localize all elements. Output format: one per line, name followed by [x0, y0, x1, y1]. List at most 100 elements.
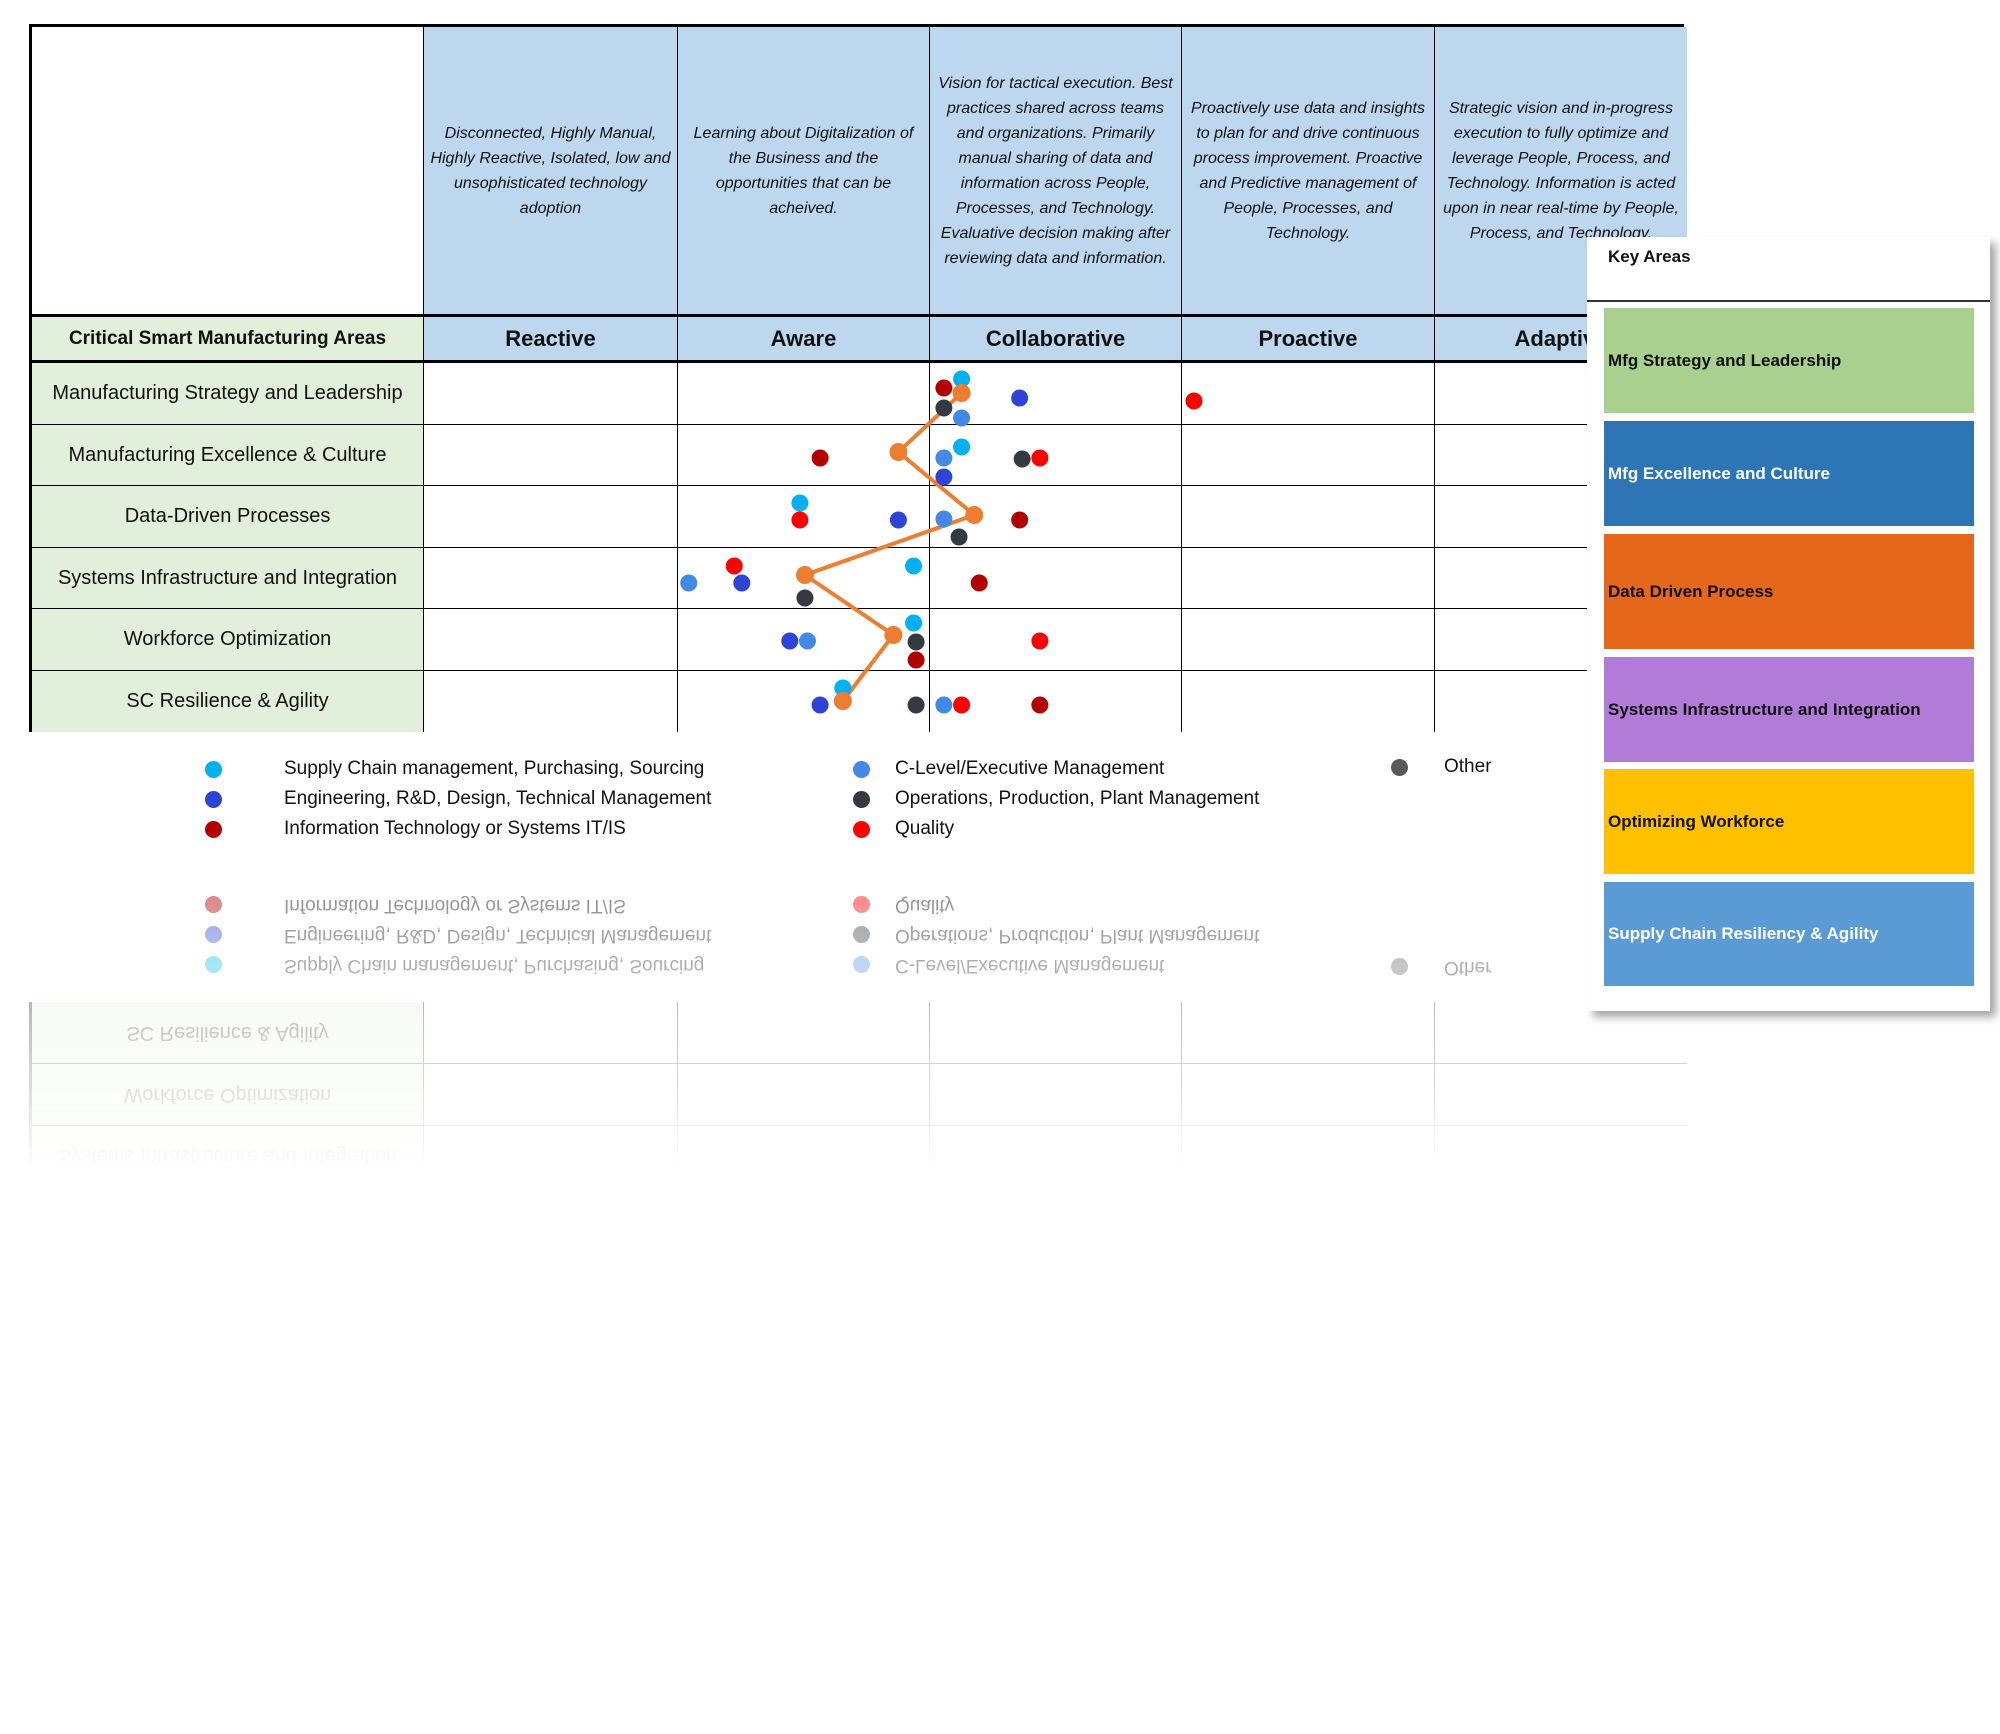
divider: [1587, 300, 1990, 302]
legend-item: Quality: [853, 818, 954, 840]
legend-item: Engineering, R&D, Design, Technical Mana…: [205, 788, 711, 810]
grid-cell: [678, 609, 930, 671]
grid-cell: [1182, 609, 1435, 671]
grid-cell: [930, 1002, 1182, 1063]
grid-cell: [1182, 1186, 1435, 1187]
grid-cell: [424, 671, 678, 732]
grid-cell: [1435, 1125, 1687, 1186]
level-description: Vision for tactical execution. Best prac…: [930, 27, 1182, 317]
legend-item: Operations, Production, Plant Management: [853, 924, 1259, 946]
legend-item: Operations, Production, Plant Management: [853, 788, 1259, 810]
legend-item: Engineering, R&D, Design, Technical Mana…: [205, 924, 711, 946]
data-point: [907, 1020, 925, 1038]
grid-cell: [1182, 548, 1435, 609]
maturity-chart: Disconnected, Highly Manual, Highly Reac…: [29, 867, 1989, 1187]
legend-dot-icon: [205, 760, 222, 778]
grid-cell: [930, 671, 1182, 732]
key-area-strategy: Mfg Strategy and Leadership: [1604, 308, 1974, 413]
grid-cell: [1435, 1063, 1687, 1125]
data-point: [1031, 1020, 1049, 1038]
area-row-label: Systems Infrastructure and Integration: [32, 1125, 424, 1186]
grid-cell: [1182, 671, 1435, 732]
corner-cell: [32, 27, 424, 317]
level-proactive: Proactive: [1182, 317, 1435, 363]
legend-item: C-Level/Executive Management: [853, 758, 1164, 780]
area-header: Critical Smart Manufacturing Areas: [32, 317, 424, 363]
data-point: [905, 1102, 923, 1120]
key-areas-panel: Key Areas Mfg Strategy and Leadership Mf…: [1587, 237, 1990, 1011]
grid-cell: [424, 1063, 678, 1125]
legend-item: C-Level/Executive Management: [853, 954, 1164, 976]
data-point: [907, 1065, 925, 1083]
legend-item: Other: [1391, 956, 1492, 978]
legend-label: Quality: [895, 895, 955, 916]
data-point: [907, 1083, 925, 1101]
level-collaborative: Collaborative: [930, 317, 1182, 363]
grid-cell: [424, 1002, 678, 1063]
data-point: [1031, 1084, 1049, 1102]
legend-dot-icon: [205, 896, 222, 914]
legend-label: C-Level/Executive Management: [895, 758, 1165, 779]
grid-cell: [930, 486, 1182, 548]
maturity-grid: Disconnected, Highly Manual, Highly Reac…: [29, 1002, 1687, 1187]
grid-cell: [930, 363, 1182, 425]
area-row-label: SC Resilience & Agility: [32, 671, 424, 732]
grid-cell: [424, 425, 678, 486]
level-aware: Aware: [678, 317, 930, 363]
legend-label: Quality: [895, 818, 955, 839]
data-point: [680, 1142, 698, 1160]
grid-cell: [678, 425, 930, 486]
legend-dot-icon: [853, 820, 870, 838]
data-point: [733, 1142, 751, 1160]
key-area-excellence: Mfg Excellence and Culture: [1604, 421, 1974, 526]
grid-cell: [930, 425, 1182, 486]
grid-cell: [678, 1125, 930, 1186]
area-row-label: Manufacturing Strategy and Leadership: [32, 363, 424, 425]
average-line: [800, 1031, 897, 1187]
legend-item: Supply Chain management, Purchasing, Sou…: [205, 954, 704, 976]
area-row-label: Workforce Optimization: [32, 1063, 424, 1125]
area-row-label: Data-Driven Processes: [32, 1186, 424, 1187]
key-area-data-driven: Data Driven Process: [1604, 534, 1974, 649]
legend-dot-icon: [853, 956, 870, 974]
legend-label: Other: [1444, 957, 1492, 978]
average-point: [795, 1150, 814, 1168]
level-reactive: Reactive: [424, 317, 678, 363]
area-row-label: Workforce Optimization: [32, 609, 424, 671]
legend-dot-icon: [205, 790, 222, 808]
data-point: [725, 1159, 743, 1177]
legend-dot-icon: [853, 926, 870, 944]
data-point: [796, 1127, 814, 1145]
grid-cell: [678, 486, 930, 548]
grid-cell: [1182, 1125, 1435, 1186]
grid-cell: [930, 1125, 1182, 1186]
legend-dot-icon: [1391, 758, 1408, 776]
grid-cell: [678, 548, 930, 609]
level-description: Disconnected, Highly Manual, Highly Reac…: [424, 27, 678, 317]
legend-item: Information Technology or Systems IT/IS: [205, 818, 626, 840]
grid-cell: [930, 548, 1182, 609]
legend-item: Supply Chain management, Purchasing, Sou…: [205, 758, 704, 780]
grid-cell: [930, 1186, 1182, 1187]
grid-cell: [1182, 425, 1435, 486]
legend-label: Engineering, R&D, Design, Technical Mana…: [284, 925, 712, 946]
grid-cell: [930, 1063, 1182, 1125]
grid-cell: [1182, 486, 1435, 548]
area-row-label: Manufacturing Excellence & Culture: [32, 425, 424, 486]
legend-dot-icon: [853, 790, 870, 808]
grid-cell: [1182, 1063, 1435, 1125]
data-point: [970, 1142, 988, 1160]
legend-label: Operations, Production, Plant Management: [895, 788, 1260, 809]
data-point: [935, 1020, 953, 1038]
data-point: [953, 1020, 971, 1038]
reflection: Disconnected, Highly Manual, Highly Reac…: [29, 867, 1989, 1187]
grid-cell: [424, 1186, 678, 1187]
grid-cell: [424, 1125, 678, 1186]
data-point: [798, 1084, 816, 1102]
legend-dot-icon: [1391, 958, 1408, 976]
legend-item: Information Technology or Systems IT/IS: [205, 894, 626, 916]
grid-cell: [1435, 1002, 1687, 1063]
legend-label: Supply Chain management, Purchasing, Sou…: [284, 758, 705, 779]
grid-cell: [424, 486, 678, 548]
legend-label: Supply Chain management, Purchasing, Sou…: [284, 955, 705, 976]
